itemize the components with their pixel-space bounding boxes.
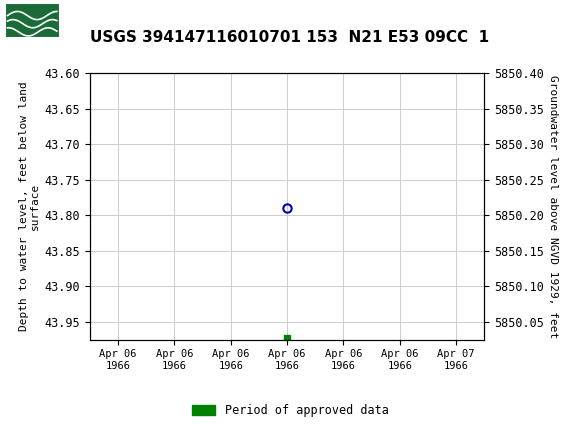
Text: USGS: USGS — [68, 10, 132, 31]
Y-axis label: Groundwater level above NGVD 1929, feet: Groundwater level above NGVD 1929, feet — [548, 75, 558, 338]
Y-axis label: Depth to water level, feet below land
surface: Depth to water level, feet below land su… — [19, 82, 41, 331]
Legend: Period of approved data: Period of approved data — [187, 399, 393, 422]
Bar — [5, 3, 60, 37]
Text: USGS 394147116010701 153  N21 E53 09CC  1: USGS 394147116010701 153 N21 E53 09CC 1 — [90, 30, 490, 45]
